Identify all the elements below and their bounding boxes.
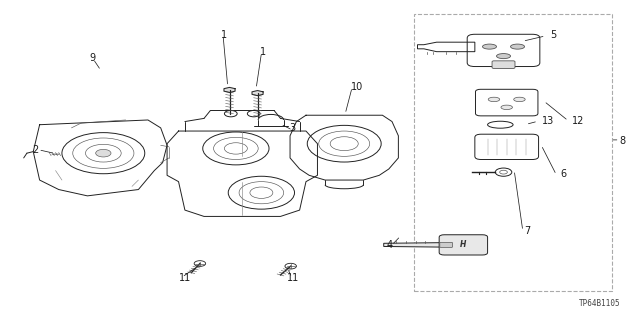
Text: 2: 2 xyxy=(32,145,38,155)
Text: 3: 3 xyxy=(289,123,296,133)
Polygon shape xyxy=(224,87,235,93)
Polygon shape xyxy=(384,243,441,247)
Text: 12: 12 xyxy=(572,116,584,126)
Ellipse shape xyxy=(483,44,497,49)
FancyBboxPatch shape xyxy=(439,235,488,255)
Text: 10: 10 xyxy=(351,82,363,92)
Text: 8: 8 xyxy=(620,136,626,145)
Ellipse shape xyxy=(497,54,511,59)
Text: 13: 13 xyxy=(541,116,554,126)
Text: 1: 1 xyxy=(259,47,266,57)
Text: 6: 6 xyxy=(561,169,567,179)
Text: 11: 11 xyxy=(287,273,299,283)
Ellipse shape xyxy=(488,97,500,102)
Text: H: H xyxy=(460,241,467,249)
Ellipse shape xyxy=(514,97,525,102)
Text: 11: 11 xyxy=(179,273,191,283)
Circle shape xyxy=(96,149,111,157)
FancyBboxPatch shape xyxy=(492,61,515,69)
Text: 1: 1 xyxy=(221,30,227,40)
Bar xyxy=(414,14,612,291)
Polygon shape xyxy=(252,91,263,96)
Text: 5: 5 xyxy=(550,30,557,40)
Ellipse shape xyxy=(511,44,525,49)
Ellipse shape xyxy=(501,105,513,109)
FancyBboxPatch shape xyxy=(440,242,452,248)
Text: TP64B1105: TP64B1105 xyxy=(579,299,621,308)
Text: 7: 7 xyxy=(524,226,530,236)
Text: 9: 9 xyxy=(90,53,95,63)
Text: 4: 4 xyxy=(387,240,393,250)
